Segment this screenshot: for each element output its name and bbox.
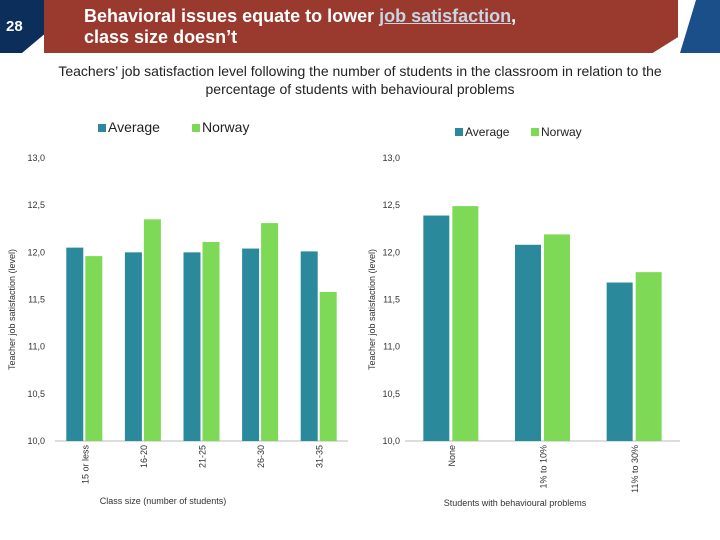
legend-swatch-norway (531, 128, 539, 136)
y-axis-title: Teacher job satisfaction (level) (7, 249, 17, 370)
bar-norway-2 (202, 241, 220, 441)
page-number: 28 (6, 18, 23, 35)
bar-average-1 (124, 252, 142, 441)
legend-swatch-average (98, 124, 106, 132)
title-line2: class size doesn’t (84, 27, 238, 47)
y-tick-label: 11,0 (383, 342, 400, 352)
bar-norway-3 (261, 223, 279, 441)
bar-norway-0 (452, 206, 479, 441)
y-tick-label: 13,0 (27, 153, 45, 163)
y-tick-label: 10,0 (27, 436, 45, 446)
y-tick-label: 11,0 (28, 342, 45, 352)
y-tick-label: 11,5 (28, 295, 45, 305)
x-tick-label: 21-25 (198, 445, 208, 468)
x-tick-label: 31-35 (315, 445, 325, 468)
legend-swatch-average (455, 128, 463, 136)
y-tick-label: 10,0 (382, 436, 400, 446)
legend-label-norway: Norway (541, 125, 582, 139)
x-tick-label: 11% to 30% (630, 445, 640, 493)
legend-label-average: Average (108, 119, 160, 135)
slide-header: 28 Behavioral issues equate to lower job… (0, 0, 720, 53)
bar-average-4 (300, 251, 318, 441)
bar-average-0 (423, 215, 450, 441)
bar-average-2 (183, 252, 201, 441)
bar-norway-1 (143, 219, 161, 441)
slide-title: Behavioral issues equate to lower job sa… (84, 6, 644, 48)
bar-norway-0 (85, 256, 103, 441)
y-axis-title: Teacher job satisfaction (level) (367, 249, 377, 370)
y-tick-label: 12,0 (382, 247, 400, 257)
y-tick-label: 12,5 (27, 200, 45, 210)
title-line1-end: , (511, 6, 517, 26)
x-tick-label: 1% to 10% (539, 445, 549, 489)
y-tick-label: 12,5 (382, 200, 400, 210)
bar-norway-1 (544, 234, 570, 441)
bar-average-1 (515, 244, 541, 441)
bar-norway-2 (635, 272, 662, 441)
y-tick-label: 12,0 (27, 247, 45, 257)
x-axis-title: Class size (number of students) (100, 496, 227, 506)
legend-swatch-norway (192, 124, 200, 132)
chart-subtitle: Teachers’ job satisfaction level followi… (58, 63, 662, 97)
bar-average-0 (66, 247, 84, 441)
bar-norway-4 (319, 291, 337, 441)
x-tick-label: 26-30 (256, 445, 266, 468)
bar-average-3 (242, 248, 260, 441)
y-tick-label: 11,5 (383, 295, 400, 305)
y-tick-label: 13,0 (382, 153, 400, 163)
y-tick-label: 10,5 (382, 389, 400, 399)
legend-label-norway: Norway (202, 119, 249, 135)
title-link-job-satisfaction[interactable]: job satisfaction (379, 6, 512, 26)
y-tick-label: 10,5 (27, 389, 45, 399)
legend-label-average: Average (465, 125, 510, 139)
x-tick-label: None (447, 445, 457, 467)
x-tick-label: 15 or less (80, 445, 90, 485)
title-line1-start: Behavioral issues equate to lower (84, 6, 380, 26)
title-banner: Behavioral issues equate to lower job sa… (44, 0, 678, 53)
bar-average-2 (606, 282, 633, 441)
x-tick-label: 16-20 (139, 445, 149, 468)
x-axis-title: Students with behavioural problems (444, 498, 587, 508)
